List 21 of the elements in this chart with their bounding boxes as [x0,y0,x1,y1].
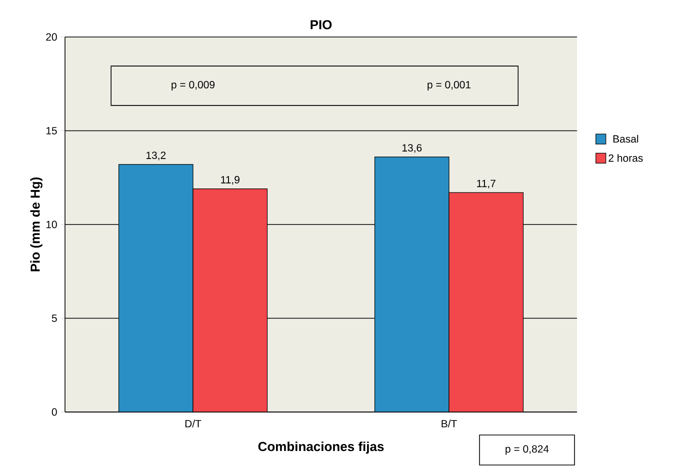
chart-title: PIO [310,20,332,30]
data-label: 11,9 [221,176,240,185]
y-tick-label: 20 [46,33,57,41]
text: p = 0,824 [506,445,549,455]
data-label: 13,6 [402,144,422,153]
x-tick-label: B/T [442,420,457,428]
x-axis-title: Combinaciones fijas [258,442,384,454]
annotation: p = 0,001 [428,80,471,90]
y-axis-title: Pio (mm de Hg) [30,177,42,272]
legend-label: Basal [613,134,638,143]
data-label: 11,7 [477,180,496,188]
bar [448,192,524,412]
y-tick-label: 0 [52,408,57,416]
y-tick-label: 15 [46,127,57,134]
data-label: 13,2 [146,152,166,160]
bar [192,188,268,412]
annotation: p = 0,009 [172,80,215,90]
legend-label: 2 horas [608,154,643,162]
y-tick-label: 10 [46,220,57,228]
y-tick-label: 5 [52,314,57,322]
x-tick-label: D/T [185,420,202,428]
